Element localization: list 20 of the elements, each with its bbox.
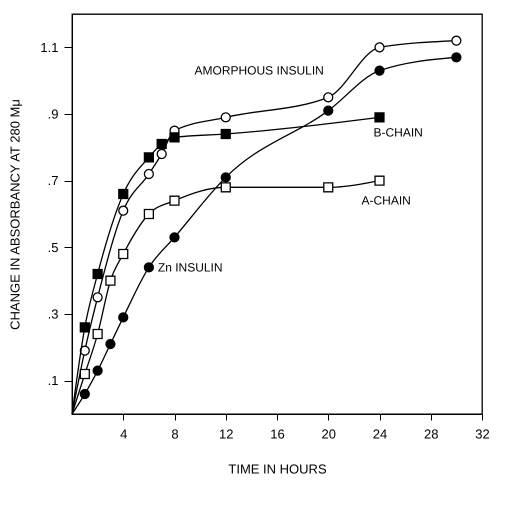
- series-label: B-CHAIN: [374, 125, 423, 140]
- x-tick-label: 12: [219, 426, 234, 442]
- y-tick-label: 1.1: [40, 40, 58, 55]
- x-tick-label: 8: [171, 426, 179, 442]
- x-tick-label: 28: [424, 426, 438, 442]
- y-axis-title: CHANGE IN ABSORBANCY AT 280 Mμ: [7, 99, 22, 330]
- y-tick-label: .5: [48, 240, 58, 255]
- x-tick-label: 32: [475, 426, 490, 442]
- y-tick-label: .7: [48, 173, 58, 188]
- x-axis-title: TIME IN HOURS: [228, 462, 327, 476]
- series-label: Zn INSULIN: [158, 260, 223, 274]
- x-tick-label: 24: [372, 426, 388, 442]
- series-label: AMORPHOUS INSULIN: [194, 64, 324, 78]
- x-tick-label: 16: [270, 426, 285, 442]
- y-tick-label: .9: [48, 106, 58, 122]
- x-tick-label: 4: [120, 426, 128, 442]
- y-tick-label: .1: [48, 373, 58, 388]
- series-label: A-CHAIN: [362, 194, 411, 208]
- y-tick-label: .3: [48, 306, 58, 322]
- x-tick-label: 20: [322, 426, 336, 442]
